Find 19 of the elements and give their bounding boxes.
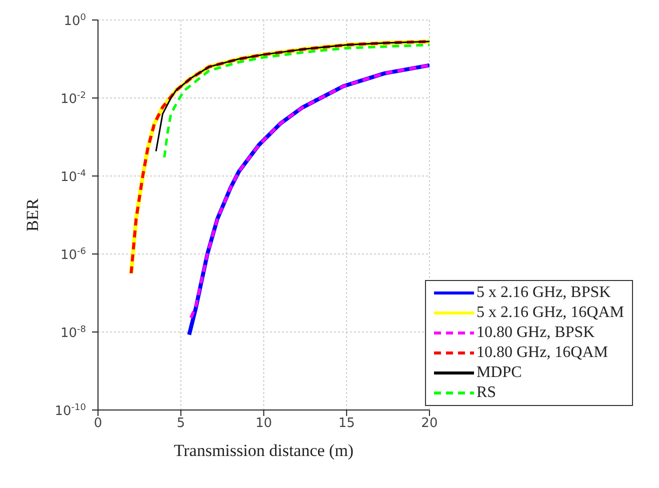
legend-label: 10.80 GHz, BPSK	[476, 323, 595, 343]
legend-label: 10.80 GHz, 16QAM	[476, 343, 608, 363]
legend-label: 5 x 2.16 GHz, BPSK	[476, 283, 611, 303]
x-axis-title: Transmission distance (m)	[174, 441, 354, 460]
y-tick-label: 10$^{-8}$	[60, 325, 86, 341]
x-tick-label: 10	[255, 416, 272, 432]
y-tick-label: 10$^{-6}$	[60, 247, 86, 263]
y-tick-label: 10$^{-10}$	[54, 403, 86, 419]
x-tick-label: 20	[421, 416, 438, 432]
y-axis-title: BER	[23, 198, 42, 232]
legend-label: RS	[476, 383, 496, 403]
y-tick-label: 10$^{0}$	[64, 13, 86, 29]
x-tick-label: 5	[176, 416, 186, 432]
y-tick-label: 10$^{-2}$	[60, 91, 86, 107]
legend-label: 5 x 2.16 GHz, 16QAM	[476, 303, 624, 323]
x-tick-label: 0	[94, 416, 102, 432]
legend-label: MDPC	[476, 363, 522, 383]
x-tick-label: 15	[338, 416, 355, 432]
y-tick-label: 10$^{-4}$	[60, 169, 86, 185]
